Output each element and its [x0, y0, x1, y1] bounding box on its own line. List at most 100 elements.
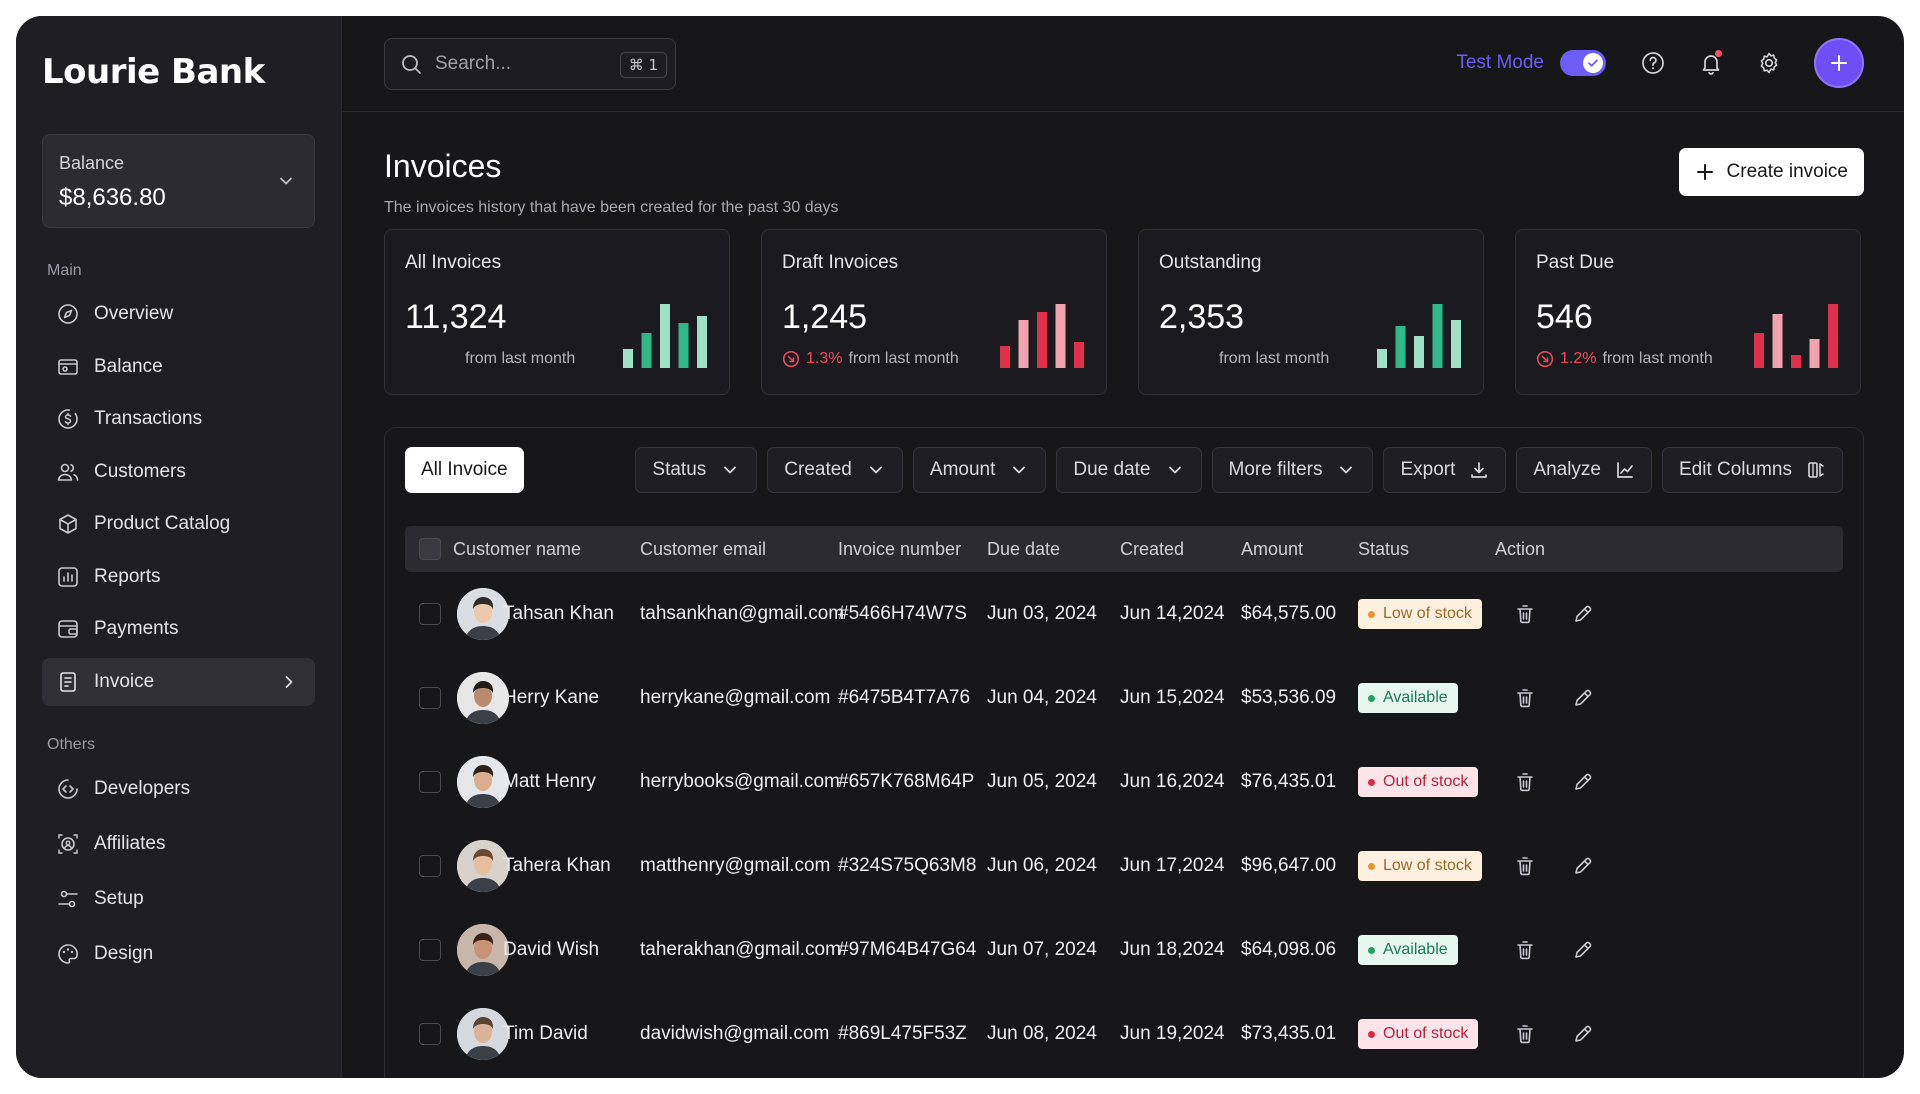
- trash-icon[interactable]: [1513, 686, 1537, 710]
- row-checkbox[interactable]: [419, 855, 441, 877]
- filter-analyze-button[interactable]: Analyze: [1516, 447, 1652, 493]
- sidebar-item-reports[interactable]: Reports: [42, 553, 315, 601]
- palette-icon: [56, 942, 80, 966]
- line-chart-icon: [1615, 460, 1635, 480]
- sidebar-item-payments[interactable]: Payments: [42, 605, 315, 653]
- column-header-invoice-number[interactable]: Invoice number: [838, 538, 962, 559]
- mini-bar: [1074, 342, 1084, 368]
- status-dot: [1368, 1030, 1375, 1038]
- stat-title: Draft Invoices: [782, 252, 899, 273]
- trash-icon[interactable]: [1513, 770, 1537, 794]
- others-nav: Developers Affiliates Setup Design: [42, 764, 315, 980]
- balance-selector[interactable]: Balance $8,636.80: [42, 134, 315, 228]
- trash-icon[interactable]: [1513, 1022, 1537, 1046]
- filter-edit-columns-button[interactable]: Edit Columns: [1662, 447, 1843, 493]
- table-row[interactable]: Tahsan Khan tahsankhan@gmail.com #5466H74W…: [405, 572, 1843, 656]
- select-all-checkbox[interactable]: [419, 538, 441, 560]
- test-mode-toggle[interactable]: [1560, 50, 1606, 76]
- table-row[interactable]: Tahera Khan matthenry@gmail.com #324S75Q63…: [405, 824, 1843, 908]
- due-date: Jun 04, 2024: [987, 687, 1097, 708]
- filter-created-button[interactable]: Created: [767, 447, 903, 493]
- mini-bar: [1414, 336, 1424, 368]
- stat-card-all-invoices: All Invoices 11,324 from last month: [384, 229, 730, 395]
- column-header-status[interactable]: Status: [1358, 538, 1410, 559]
- tab-all-invoice[interactable]: All Invoice: [405, 447, 524, 493]
- sidebar-item-overview[interactable]: Overview: [42, 290, 315, 338]
- sidebar-item-invoice[interactable]: Invoice: [42, 657, 315, 706]
- plus-icon: [1831, 55, 1847, 71]
- row-checkbox[interactable]: [419, 939, 441, 961]
- edit-icon[interactable]: [1571, 770, 1595, 794]
- column-header-created[interactable]: Created: [1120, 538, 1185, 559]
- sidebar-item-balance[interactable]: Balance: [42, 343, 315, 391]
- invoice-table-panel: All Invoice Status Created Amount Due date M…: [384, 427, 1864, 1078]
- status-badge: Out of stock: [1358, 1019, 1479, 1049]
- page-title: Invoices: [384, 148, 502, 184]
- column-header-action[interactable]: Action: [1495, 538, 1546, 559]
- column-header-due-date[interactable]: Due date: [987, 538, 1061, 559]
- mini-bar-chart: [1000, 304, 1084, 368]
- amount: $76,435.01: [1241, 771, 1337, 792]
- table-row[interactable]: David Wish taherakhan@gmail.com #97M64B47G…: [405, 908, 1843, 992]
- created-date: Jun 14,2024: [1120, 603, 1225, 624]
- gear-icon[interactable]: [1756, 50, 1782, 76]
- help-icon[interactable]: [1640, 50, 1666, 76]
- created-date: Jun 15,2024: [1120, 687, 1225, 708]
- create-invoice-button[interactable]: Create invoice: [1678, 148, 1864, 196]
- stat-value: 11,324: [405, 298, 507, 336]
- row-checkbox[interactable]: [419, 603, 441, 625]
- stat-card-past-due: Past Due 546 1.2% from last month: [1515, 229, 1861, 395]
- filter-amount-button[interactable]: Amount: [912, 447, 1047, 493]
- sidebar-item-design[interactable]: Design: [42, 929, 315, 980]
- balance-value: $8,636.80: [59, 184, 166, 211]
- avatar: [457, 756, 509, 808]
- filter-more-filters-button[interactable]: More filters: [1211, 447, 1374, 493]
- trash-icon[interactable]: [1513, 854, 1537, 878]
- edit-icon[interactable]: [1571, 686, 1595, 710]
- column-header-amount[interactable]: Amount: [1241, 538, 1304, 559]
- status-dot: [1368, 862, 1375, 870]
- row-checkbox[interactable]: [419, 687, 441, 709]
- avatar: [457, 1008, 509, 1060]
- create-invoice-label: Create invoice: [1726, 161, 1848, 182]
- sidebar-item-customers[interactable]: Customers: [42, 448, 315, 496]
- invoice-number: #657K768M64P: [838, 771, 975, 792]
- code-icon: [56, 777, 80, 801]
- bell-icon[interactable]: [1698, 50, 1724, 76]
- filter-export-button[interactable]: Export: [1383, 447, 1507, 493]
- trash-icon[interactable]: [1513, 938, 1537, 962]
- sidebar-item-setup[interactable]: Setup: [42, 874, 315, 925]
- document-icon: [56, 670, 80, 694]
- search-input[interactable]: [435, 52, 595, 75]
- table-row[interactable]: Herry Kane herrykane@gmail.com #6475B4T7A7…: [405, 656, 1843, 740]
- sidebar-item-product-catalog[interactable]: Product Catalog: [42, 500, 315, 548]
- filter-label: Amount: [929, 459, 996, 480]
- sidebar-item-transactions[interactable]: Transactions: [42, 395, 315, 443]
- edit-icon[interactable]: [1571, 602, 1595, 626]
- users-icon: [56, 460, 80, 484]
- filter-status-button[interactable]: Status: [635, 447, 758, 493]
- trash-icon[interactable]: [1513, 602, 1537, 626]
- add-button[interactable]: [1814, 38, 1864, 88]
- status-label: Low of stock: [1383, 605, 1472, 622]
- edit-icon[interactable]: [1571, 854, 1595, 878]
- table-row[interactable]: Matt Henry herrybooks@gmail.com #657K768M6…: [405, 740, 1843, 824]
- sidebar-item-label: Reports: [94, 565, 161, 587]
- column-header-customer-name[interactable]: Customer name: [453, 538, 582, 559]
- search-box[interactable]: ⌘ 1: [384, 37, 676, 90]
- chevron-down-icon: [866, 460, 886, 480]
- customer-email: davidwish@gmail.com: [640, 1023, 830, 1044]
- row-checkbox[interactable]: [419, 1023, 441, 1045]
- edit-icon[interactable]: [1571, 938, 1595, 962]
- mini-bar: [623, 349, 633, 368]
- sidebar-item-developers[interactable]: Developers: [42, 764, 315, 815]
- filter-buttons: Status Created Amount Due date More filters E…: [635, 447, 1843, 493]
- sidebar-item-affiliates[interactable]: Affiliates: [42, 819, 315, 870]
- invoice-number: #869L475F53Z: [838, 1023, 967, 1044]
- edit-icon[interactable]: [1571, 1022, 1595, 1046]
- row-checkbox[interactable]: [419, 771, 441, 793]
- status-badge: Out of stock: [1358, 767, 1479, 797]
- column-header-customer-email[interactable]: Customer email: [640, 538, 767, 559]
- filter-due-date-button[interactable]: Due date: [1056, 447, 1202, 493]
- table-row[interactable]: Tim David davidwish@gmail.com #869L475F53Z…: [405, 992, 1843, 1076]
